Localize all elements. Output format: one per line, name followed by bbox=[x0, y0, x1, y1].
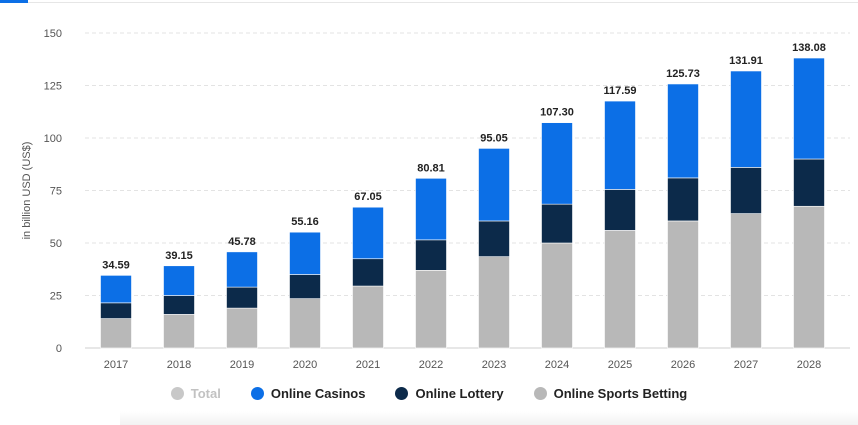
bar-segment bbox=[478, 256, 510, 349]
legend-item-online-casinos[interactable]: Online Casinos bbox=[250, 386, 366, 401]
bar-segment bbox=[415, 239, 447, 271]
x-tick-label: 2026 bbox=[671, 359, 695, 371]
bar-segment bbox=[289, 231, 321, 275]
x-tick-label: 2018 bbox=[167, 359, 191, 371]
bar-segment bbox=[100, 275, 132, 304]
legend-label-total: Total bbox=[190, 386, 221, 401]
bar-segment bbox=[730, 70, 762, 168]
y-tick-label: 150 bbox=[44, 28, 62, 40]
bar-segment bbox=[163, 314, 195, 349]
bar-segment bbox=[667, 220, 699, 349]
bar-segment bbox=[478, 148, 510, 222]
total-label: 34.59 bbox=[102, 259, 130, 271]
x-tick-label: 2019 bbox=[230, 359, 254, 371]
bar-segment bbox=[226, 307, 258, 349]
bar-segment bbox=[415, 177, 447, 241]
bar-segment bbox=[352, 285, 384, 349]
legend-label-online-casinos: Online Casinos bbox=[270, 386, 366, 401]
bar-segment bbox=[352, 206, 384, 260]
total-label: 125.73 bbox=[666, 68, 700, 80]
bar-segment bbox=[163, 295, 195, 315]
total-label: 45.78 bbox=[228, 236, 256, 248]
top-divider bbox=[28, 2, 858, 3]
total-label: 107.30 bbox=[540, 107, 574, 119]
x-tick-label: 2017 bbox=[104, 359, 128, 371]
legend-item-online-lottery[interactable]: Online Lottery bbox=[395, 386, 504, 401]
chart-legend: Total Online Casinos Online Lottery Onli… bbox=[0, 386, 858, 401]
legend-swatch-total bbox=[170, 387, 184, 400]
bar-segment bbox=[100, 302, 132, 319]
total-label: 80.81 bbox=[417, 162, 445, 174]
bar-segment bbox=[730, 167, 762, 214]
bar-segment bbox=[793, 57, 825, 160]
bar-segment bbox=[793, 158, 825, 207]
x-tick-label: 2022 bbox=[419, 359, 443, 371]
total-label: 95.05 bbox=[480, 132, 508, 144]
y-tick-label: 100 bbox=[44, 133, 62, 145]
y-tick-label: 75 bbox=[50, 186, 62, 198]
legend-item-online-sports-betting[interactable]: Online Sports Betting bbox=[533, 386, 688, 401]
bar-segment bbox=[163, 265, 195, 296]
bar-segment bbox=[730, 213, 762, 349]
total-label: 55.16 bbox=[291, 216, 319, 228]
total-label: 39.15 bbox=[165, 250, 193, 262]
bar-segment bbox=[667, 177, 699, 222]
y-tick-label: 0 bbox=[56, 343, 62, 355]
bar-segment bbox=[604, 189, 636, 231]
legend-label-online-sports-betting: Online Sports Betting bbox=[553, 386, 688, 401]
y-tick-label: 25 bbox=[50, 291, 62, 303]
bar-segment bbox=[478, 220, 510, 257]
bar-segment bbox=[352, 258, 384, 287]
top-accent-bar bbox=[0, 0, 28, 3]
bottom-shadow bbox=[120, 411, 858, 425]
bar-segment bbox=[541, 122, 573, 205]
legend-item-total[interactable]: Total bbox=[170, 386, 221, 401]
x-tick-label: 2021 bbox=[356, 359, 380, 371]
bar-segment bbox=[415, 269, 447, 349]
x-tick-label: 2024 bbox=[545, 359, 569, 371]
y-tick-label: 50 bbox=[50, 238, 62, 250]
total-label: 138.08 bbox=[792, 42, 826, 54]
x-tick-label: 2028 bbox=[797, 359, 821, 371]
bar-segment bbox=[541, 203, 573, 244]
bar-segment bbox=[604, 230, 636, 349]
bar-segment bbox=[793, 205, 825, 349]
x-tick-label: 2020 bbox=[293, 359, 317, 371]
x-tick-label: 2023 bbox=[482, 359, 506, 371]
total-label: 131.91 bbox=[729, 55, 763, 67]
bar-segment bbox=[541, 242, 573, 349]
bar-segment bbox=[604, 100, 636, 190]
bar-segment bbox=[667, 83, 699, 179]
bar-segment bbox=[289, 274, 321, 299]
y-axis-label: in billion USD (US$) bbox=[21, 142, 33, 240]
total-label: 117.59 bbox=[603, 85, 636, 97]
total-label: 67.05 bbox=[354, 191, 382, 203]
legend-swatch-online-sports-betting bbox=[533, 387, 547, 400]
bar-segment bbox=[226, 286, 258, 309]
legend-swatch-online-lottery bbox=[395, 387, 409, 400]
bar-segment bbox=[100, 318, 132, 349]
legend-swatch-online-casinos bbox=[250, 387, 264, 400]
bar-segment bbox=[226, 251, 258, 288]
bar-segment bbox=[289, 298, 321, 349]
y-tick-label: 125 bbox=[44, 81, 62, 93]
legend-label-online-lottery: Online Lottery bbox=[415, 386, 504, 401]
x-tick-label: 2027 bbox=[734, 359, 758, 371]
x-tick-label: 2025 bbox=[608, 359, 632, 371]
